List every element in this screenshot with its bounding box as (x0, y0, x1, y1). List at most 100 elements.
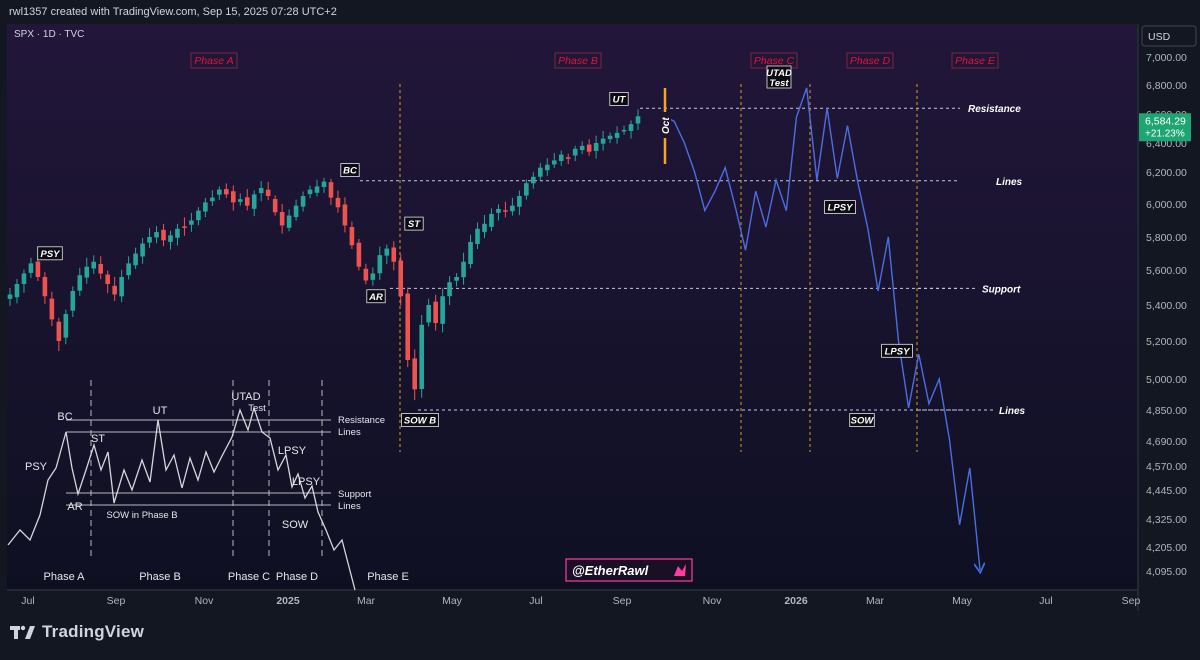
time-tick-label: 2025 (276, 595, 300, 607)
time-tick-label: Sep (613, 595, 632, 607)
schematic-line-label: Resistance (338, 415, 385, 426)
schematic-event: UT (153, 405, 168, 417)
event-label: SOW (851, 416, 875, 427)
candle-body (279, 212, 285, 226)
candle-body (42, 277, 48, 297)
candle-body (182, 226, 187, 228)
time-tick-label: 2026 (784, 595, 808, 607)
candle-body (49, 298, 55, 320)
candle-body (14, 284, 20, 298)
candle-body (496, 208, 501, 213)
candle-body (461, 261, 466, 278)
phase-dividers (399, 84, 918, 452)
price-tick-label: 6,000.00 (1146, 199, 1187, 211)
candle-body (356, 242, 362, 267)
schematic-event: Test (248, 403, 266, 414)
time-tick-label: Sep (1122, 595, 1141, 607)
projection-line (663, 87, 980, 570)
time-tick-label: Sep (107, 595, 126, 607)
time-tick-label: Jul (529, 595, 542, 607)
schematic-line-label: Lines (338, 427, 361, 438)
candle-body (572, 148, 578, 156)
candle-body (230, 191, 236, 203)
candle-body (112, 285, 117, 295)
candle-body (398, 260, 404, 297)
candle-body (489, 213, 494, 227)
candle-body (28, 263, 34, 273)
candle-body (544, 164, 550, 171)
candle-body (621, 129, 627, 132)
level-label: Resistance (968, 104, 1021, 115)
watermark-text: @EtherRawl (572, 563, 649, 578)
last-price-badge (1139, 113, 1191, 142)
candle-body (265, 189, 271, 196)
price-tick-label: 5,800.00 (1146, 232, 1187, 244)
candle-body (126, 263, 131, 276)
price-tick-label: 4,325.00 (1146, 514, 1187, 526)
candle-body (391, 247, 397, 262)
schematic-event: LPSY (292, 476, 321, 488)
candle-body (168, 235, 173, 242)
candle-body (607, 135, 613, 140)
created-by-line: rwl1357 created with TradingView.com, Se… (9, 6, 337, 18)
candle-body (635, 116, 641, 124)
phase-label-box (846, 52, 894, 69)
candle-body (98, 264, 104, 274)
rocket-icon (674, 564, 686, 576)
candle-body (105, 274, 110, 284)
schematic-phase: Phase D (276, 571, 318, 583)
event-label-box (366, 289, 386, 304)
currency-button[interactable] (1141, 25, 1197, 47)
candle-body (119, 277, 124, 297)
candle-body (237, 199, 243, 202)
event-label: UT (613, 94, 627, 105)
candle-body (384, 248, 390, 256)
candle-body (314, 186, 320, 193)
candle-body (600, 138, 606, 144)
projection-path: Oct (659, 87, 980, 570)
level-label: Lines (996, 177, 1023, 188)
event-label-box (824, 200, 856, 215)
candle-body (161, 229, 166, 241)
price-tick-label: 5,000.00 (1146, 374, 1187, 386)
level-label: Support (982, 284, 1021, 295)
phase-labels: Phase A Phase B Phase C Phase D Phase E (190, 52, 999, 69)
phase-label-box (190, 52, 238, 69)
candle-body (224, 189, 229, 195)
tradingview-logo[interactable]: TradingView (10, 622, 144, 642)
candle-body (342, 204, 348, 226)
candle-body (217, 189, 222, 195)
price-tick-label: 4,690.00 (1146, 436, 1187, 448)
event-label: UTAD (766, 68, 792, 79)
candle-body (328, 182, 334, 198)
candle-body (412, 358, 418, 390)
candle-body (426, 305, 431, 323)
candle-body (482, 223, 487, 232)
event-label: Test (769, 78, 789, 89)
time-tick-label: Jul (21, 595, 34, 607)
candle-body (551, 160, 557, 165)
price-tick-label: 4,205.00 (1146, 542, 1187, 554)
candle-body (538, 167, 543, 177)
candle-body (7, 294, 13, 299)
candle-body (300, 196, 306, 207)
candle-body (440, 296, 445, 324)
schematic-phase: Phase A (44, 571, 86, 583)
candle-body (565, 157, 571, 159)
event-label-box (609, 92, 629, 106)
candle-body (210, 197, 215, 202)
candle-body (203, 202, 208, 212)
candle-body (524, 183, 529, 196)
watermark-box (565, 558, 693, 582)
price-tick-label: 6,200.00 (1146, 167, 1187, 179)
candle-body (147, 237, 152, 243)
candle-body (447, 282, 452, 297)
price-axis: 7,000.006,800.006,600.006,400.006,200.00… (1141, 25, 1197, 578)
event-label: PSY (40, 249, 61, 260)
price-tick-label: 5,600.00 (1146, 265, 1187, 277)
time-tick-label: Nov (703, 595, 722, 607)
schematic-phase: Phase E (367, 571, 409, 583)
candle-body (258, 188, 264, 194)
